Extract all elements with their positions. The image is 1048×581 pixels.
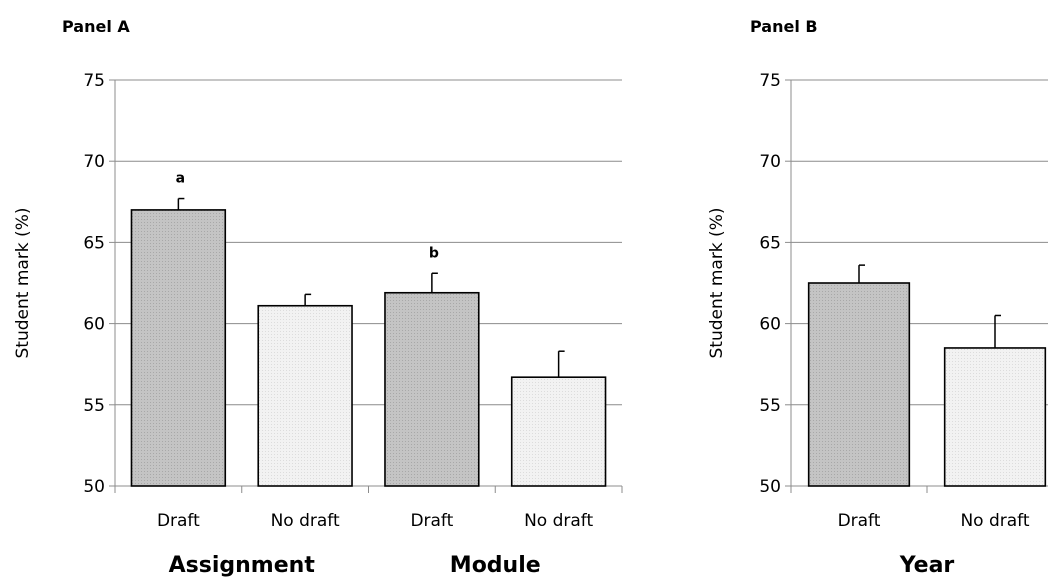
bar <box>510 376 607 487</box>
y-axis-label: Student mark (%) <box>707 208 727 359</box>
bar-annotation: a <box>176 171 185 187</box>
panel-b: Panel B 50 55 60 65 70 75 Student mark (%) Draft… <box>707 17 1048 578</box>
x-tick-label: No draft <box>960 511 1029 531</box>
y-tick-label: 60 <box>83 315 105 335</box>
y-tick-label: 55 <box>83 396 105 416</box>
y-tick-label: 70 <box>759 152 781 172</box>
y-tick-label: 65 <box>759 233 781 253</box>
panel-title: Panel B <box>750 17 818 36</box>
y-tick-label: 60 <box>759 315 781 335</box>
x-tick-label: No draft <box>271 511 340 531</box>
x-group-label: Assignment <box>169 553 316 578</box>
y-axis-label: Student mark (%) <box>13 208 33 359</box>
panel-title: Panel A <box>62 17 130 36</box>
y-tick-label: 50 <box>83 477 105 497</box>
bar-annotation: b <box>429 245 439 261</box>
bar <box>943 347 1047 487</box>
y-tick-label: 55 <box>759 396 781 416</box>
y-tick-label: 50 <box>759 477 781 497</box>
x-tick-label: Draft <box>157 511 200 531</box>
x-group-label: Module <box>450 553 541 578</box>
x-tick-label: Draft <box>838 511 881 531</box>
y-tick-label: 75 <box>759 71 781 91</box>
bar <box>257 304 353 487</box>
x-tick-label: No draft <box>524 511 593 531</box>
bar <box>807 282 911 487</box>
x-tick-label: Draft <box>410 511 453 531</box>
bar <box>384 291 480 487</box>
y-tick-label: 65 <box>83 233 105 253</box>
x-group-label: Year <box>899 553 955 578</box>
y-tick-label: 75 <box>83 71 105 91</box>
y-tick-label: 70 <box>83 152 105 172</box>
panel-a: Panel A 50 55 60 65 70 75 Student mark (%) a Draf… <box>13 17 623 578</box>
bar <box>130 209 227 487</box>
